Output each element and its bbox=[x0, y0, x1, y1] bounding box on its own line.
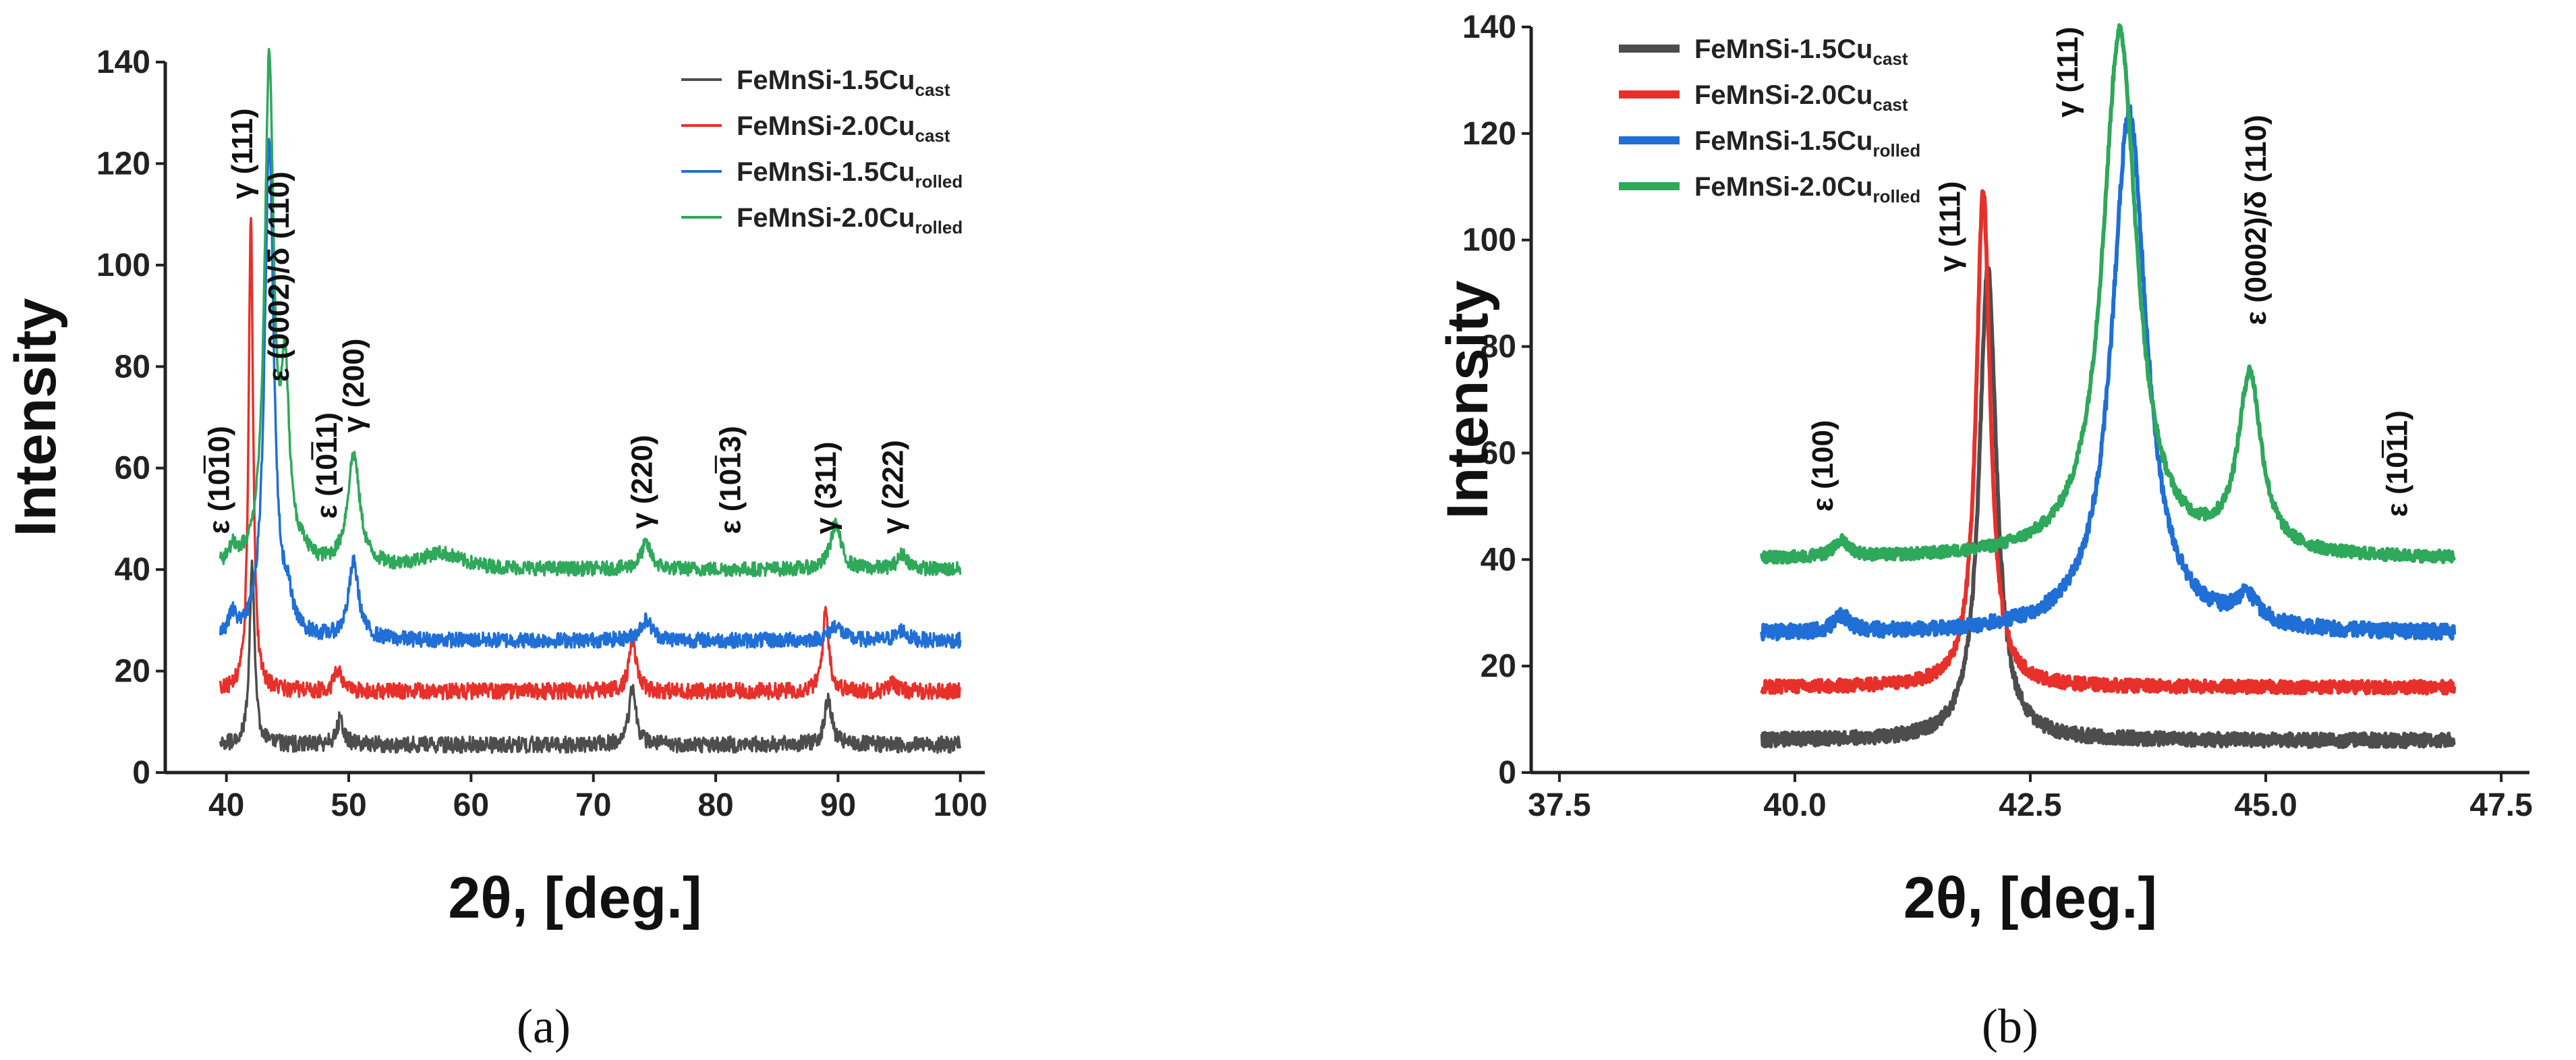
y-tick-label: 40 bbox=[1481, 542, 1516, 578]
panel-b: 0 20 40 60 80 100 120 140 37.5 40.0 42.5 45.0 47.5 In… bbox=[1435, 9, 2533, 1053]
y-tick-label: 140 bbox=[1462, 9, 1516, 45]
x-tick-label: 90 bbox=[820, 787, 856, 823]
y-tick-label: 0 bbox=[1498, 755, 1516, 791]
x-tick-label: 100 bbox=[934, 787, 988, 823]
y-tick-label: 60 bbox=[115, 451, 150, 486]
y-tick-label: 20 bbox=[1481, 648, 1516, 684]
x-tick-label: 60 bbox=[453, 787, 489, 823]
legend-entry: FeMnSi-2.0Curolled bbox=[737, 203, 963, 238]
legend-entry: FeMnSi-1.5Curolled bbox=[737, 157, 963, 192]
series-line-femnsi-15cu-cast bbox=[219, 559, 962, 754]
y-tick-label: 0 bbox=[132, 755, 150, 791]
panel-label: (a) bbox=[517, 999, 571, 1053]
x-tick-label: 80 bbox=[697, 787, 733, 823]
y-tick-label: 40 bbox=[115, 552, 150, 588]
series-line-femnsi-20cu-rolled bbox=[1760, 23, 2457, 565]
peak-annotation: ε (1011) bbox=[2380, 410, 2413, 517]
x-tick-label: 70 bbox=[575, 787, 611, 823]
legend-entry: FeMnSi-2.0Curolled bbox=[1694, 172, 1920, 206]
peak-annotation: ε (1011) bbox=[310, 412, 343, 519]
x-tick-label: 45.0 bbox=[2234, 787, 2297, 823]
legend-entry: FeMnSi-1.5Curolled bbox=[1694, 126, 1920, 161]
y-tick-label: 100 bbox=[96, 248, 150, 283]
y-tick-label: 60 bbox=[1481, 435, 1516, 471]
series-line-femnsi-20cu-cast bbox=[219, 217, 961, 701]
y-tick-label: 140 bbox=[96, 45, 150, 80]
series-line-femnsi-15cu-rolled bbox=[219, 138, 962, 649]
peak-annotation: ε (100) bbox=[1806, 420, 1839, 511]
y-axis-title: Intensity bbox=[3, 298, 68, 537]
series-line-femnsi-15cu-cast bbox=[1760, 264, 2456, 750]
y-tick-label: 80 bbox=[115, 349, 150, 385]
peak-annotation: γ (311) bbox=[809, 442, 842, 534]
peak-annotation: ε (1010) bbox=[202, 426, 235, 534]
y-tick-label: 100 bbox=[1462, 223, 1516, 258]
series-line-femnsi-20cu-cast bbox=[1760, 189, 2457, 696]
x-tick-label: 42.5 bbox=[1999, 787, 2061, 823]
peak-annotation: γ (220) bbox=[626, 435, 659, 529]
x-tick-label: 40.0 bbox=[1763, 787, 1826, 823]
legend-entry: FeMnSi-1.5Cucast bbox=[1694, 34, 1908, 69]
x-axis-title: 2θ, [deg.] bbox=[1904, 866, 2157, 930]
x-tick-label: 47.5 bbox=[2469, 787, 2532, 823]
peak-annotation: ε (0002)/δ (110) bbox=[262, 171, 295, 382]
x-tick-label: 37.5 bbox=[1528, 787, 1591, 823]
y-tick-label: 80 bbox=[1481, 329, 1516, 365]
panel-label: (b) bbox=[1982, 999, 2038, 1053]
legend-entry: FeMnSi-1.5Cucast bbox=[737, 65, 950, 100]
peak-annotation: γ (111) bbox=[1933, 182, 1966, 273]
legend-entry: FeMnSi-2.0Cucast bbox=[1694, 80, 1908, 115]
y-tick-label: 120 bbox=[96, 146, 150, 182]
peak-annotation: γ (200) bbox=[337, 339, 370, 433]
peak-annotation: γ (111) bbox=[226, 109, 259, 200]
x-axis-title: 2θ, [deg.] bbox=[448, 866, 702, 930]
panel-a: 0 20 40 60 80 100 120 140 40 50 60 70 80 90 100 Intensi… bbox=[3, 45, 988, 1053]
peak-annotation: ε (1013) bbox=[714, 426, 747, 534]
peak-annotation: ε (0002)/δ (110) bbox=[2239, 115, 2272, 325]
peak-annotation: γ (111) bbox=[2051, 27, 2084, 118]
peak-annotation: γ (222) bbox=[877, 440, 910, 534]
y-tick-label: 120 bbox=[1462, 116, 1516, 152]
series-line-femnsi-15cu-rolled bbox=[1760, 104, 2457, 642]
legend-entry: FeMnSi-2.0Cucast bbox=[737, 111, 950, 146]
y-axis-title: Intensity bbox=[1435, 281, 1500, 520]
series-line-femnsi-20cu-rolled bbox=[219, 48, 962, 578]
x-tick-label: 50 bbox=[331, 787, 366, 823]
x-tick-label: 40 bbox=[208, 787, 244, 823]
y-tick-label: 20 bbox=[115, 654, 150, 690]
